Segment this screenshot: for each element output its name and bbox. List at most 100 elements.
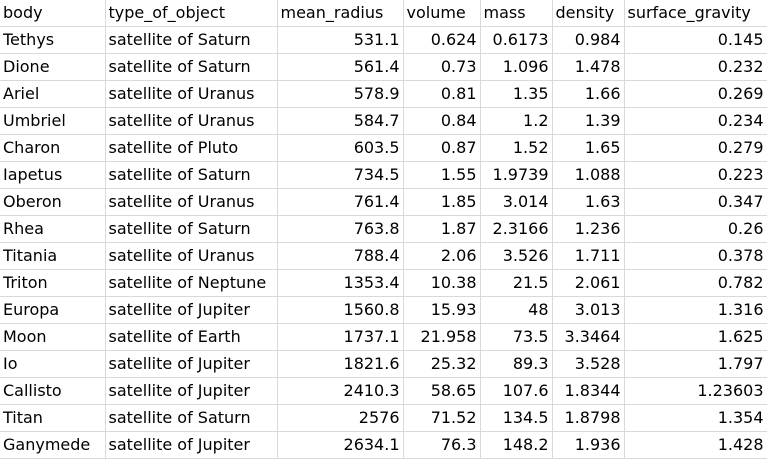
cell-type-of-object[interactable]: satellite of Uranus [105,188,278,216]
cell-mean-radius[interactable]: 2576 [277,404,404,432]
cell-mean-radius[interactable]: 578.9 [277,80,404,108]
cell-volume[interactable]: 1.85 [403,188,481,216]
cell-mass[interactable]: 48 [480,296,553,324]
cell-mean-radius[interactable]: 1560.8 [277,296,404,324]
cell-type-of-object[interactable]: satellite of Uranus [105,107,278,135]
cell-density[interactable]: 1.711 [552,242,625,270]
cell-body[interactable]: Ganymede [0,431,106,459]
cell-type-of-object[interactable]: satellite of Saturn [105,161,278,189]
cell-type-of-object[interactable]: satellite of Neptune [105,269,278,297]
cell-type-of-object[interactable]: satellite of Jupiter [105,377,278,405]
cell-surface-gravity[interactable]: 0.145 [624,26,767,54]
cell-mean-radius[interactable]: 761.4 [277,188,404,216]
header-cell-mass[interactable]: mass [480,0,553,27]
cell-mean-radius[interactable]: 763.8 [277,215,404,243]
cell-surface-gravity[interactable]: 0.782 [624,269,767,297]
cell-mass[interactable]: 1.9739 [480,161,553,189]
header-cell-body[interactable]: body [0,0,106,27]
header-cell-volume[interactable]: volume [403,0,481,27]
cell-volume[interactable]: 71.52 [403,404,481,432]
cell-mass[interactable]: 73.5 [480,323,553,351]
cell-volume[interactable]: 1.55 [403,161,481,189]
cell-surface-gravity[interactable]: 1.23603 [624,377,767,405]
cell-mean-radius[interactable]: 561.4 [277,53,404,81]
cell-surface-gravity[interactable]: 1.316 [624,296,767,324]
cell-mass[interactable]: 89.3 [480,350,553,378]
cell-type-of-object[interactable]: satellite of Saturn [105,215,278,243]
cell-volume[interactable]: 1.87 [403,215,481,243]
cell-density[interactable]: 1.236 [552,215,625,243]
cell-type-of-object[interactable]: satellite of Saturn [105,53,278,81]
header-cell-type-of-object[interactable]: type_of_object [105,0,278,27]
cell-volume[interactable]: 2.06 [403,242,481,270]
cell-surface-gravity[interactable]: 1.428 [624,431,767,459]
cell-type-of-object[interactable]: satellite of Pluto [105,134,278,162]
cell-density[interactable]: 1.66 [552,80,625,108]
cell-surface-gravity[interactable]: 0.269 [624,80,767,108]
cell-volume[interactable]: 21.958 [403,323,481,351]
cell-body[interactable]: Dione [0,53,106,81]
cell-surface-gravity[interactable]: 0.223 [624,161,767,189]
cell-volume[interactable]: 0.87 [403,134,481,162]
cell-mass[interactable]: 3.526 [480,242,553,270]
cell-mass[interactable]: 1.52 [480,134,553,162]
cell-volume[interactable]: 58.65 [403,377,481,405]
cell-body[interactable]: Europa [0,296,106,324]
cell-body[interactable]: Charon [0,134,106,162]
cell-surface-gravity[interactable]: 0.232 [624,53,767,81]
cell-density[interactable]: 0.984 [552,26,625,54]
cell-surface-gravity[interactable]: 0.279 [624,134,767,162]
cell-type-of-object[interactable]: satellite of Jupiter [105,431,278,459]
header-cell-surface-gravity[interactable]: surface_gravity [624,0,767,27]
cell-volume[interactable]: 0.73 [403,53,481,81]
cell-body[interactable]: Iapetus [0,161,106,189]
cell-body[interactable]: Io [0,350,106,378]
cell-volume[interactable]: 25.32 [403,350,481,378]
cell-density[interactable]: 1.478 [552,53,625,81]
cell-mean-radius[interactable]: 2634.1 [277,431,404,459]
cell-volume[interactable]: 76.3 [403,431,481,459]
cell-type-of-object[interactable]: satellite of Jupiter [105,350,278,378]
cell-surface-gravity[interactable]: 0.234 [624,107,767,135]
cell-body[interactable]: Titan [0,404,106,432]
cell-body[interactable]: Tethys [0,26,106,54]
cell-mass[interactable]: 1.35 [480,80,553,108]
cell-volume[interactable]: 0.81 [403,80,481,108]
cell-mean-radius[interactable]: 2410.3 [277,377,404,405]
cell-body[interactable]: Oberon [0,188,106,216]
cell-type-of-object[interactable]: satellite of Uranus [105,242,278,270]
cell-mass[interactable]: 1.2 [480,107,553,135]
cell-mass[interactable]: 107.6 [480,377,553,405]
cell-surface-gravity[interactable]: 0.347 [624,188,767,216]
cell-mean-radius[interactable]: 1353.4 [277,269,404,297]
header-cell-density[interactable]: density [552,0,625,27]
cell-body[interactable]: Titania [0,242,106,270]
cell-type-of-object[interactable]: satellite of Saturn [105,404,278,432]
cell-body[interactable]: Moon [0,323,106,351]
cell-mean-radius[interactable]: 1737.1 [277,323,404,351]
cell-density[interactable]: 3.528 [552,350,625,378]
cell-surface-gravity[interactable]: 1.625 [624,323,767,351]
cell-density[interactable]: 1.936 [552,431,625,459]
cell-density[interactable]: 1.088 [552,161,625,189]
cell-body[interactable]: Triton [0,269,106,297]
cell-mean-radius[interactable]: 584.7 [277,107,404,135]
cell-mean-radius[interactable]: 603.5 [277,134,404,162]
cell-density[interactable]: 1.8798 [552,404,625,432]
cell-density[interactable]: 3.3464 [552,323,625,351]
cell-surface-gravity[interactable]: 1.354 [624,404,767,432]
cell-density[interactable]: 1.39 [552,107,625,135]
cell-volume[interactable]: 0.84 [403,107,481,135]
cell-density[interactable]: 1.63 [552,188,625,216]
cell-mass[interactable]: 3.014 [480,188,553,216]
cell-body[interactable]: Ariel [0,80,106,108]
cell-volume[interactable]: 0.624 [403,26,481,54]
cell-mass[interactable]: 148.2 [480,431,553,459]
cell-body[interactable]: Umbriel [0,107,106,135]
cell-volume[interactable]: 10.38 [403,269,481,297]
cell-mean-radius[interactable]: 734.5 [277,161,404,189]
cell-mass[interactable]: 0.6173 [480,26,553,54]
cell-surface-gravity[interactable]: 1.797 [624,350,767,378]
cell-density[interactable]: 1.8344 [552,377,625,405]
cell-volume[interactable]: 15.93 [403,296,481,324]
